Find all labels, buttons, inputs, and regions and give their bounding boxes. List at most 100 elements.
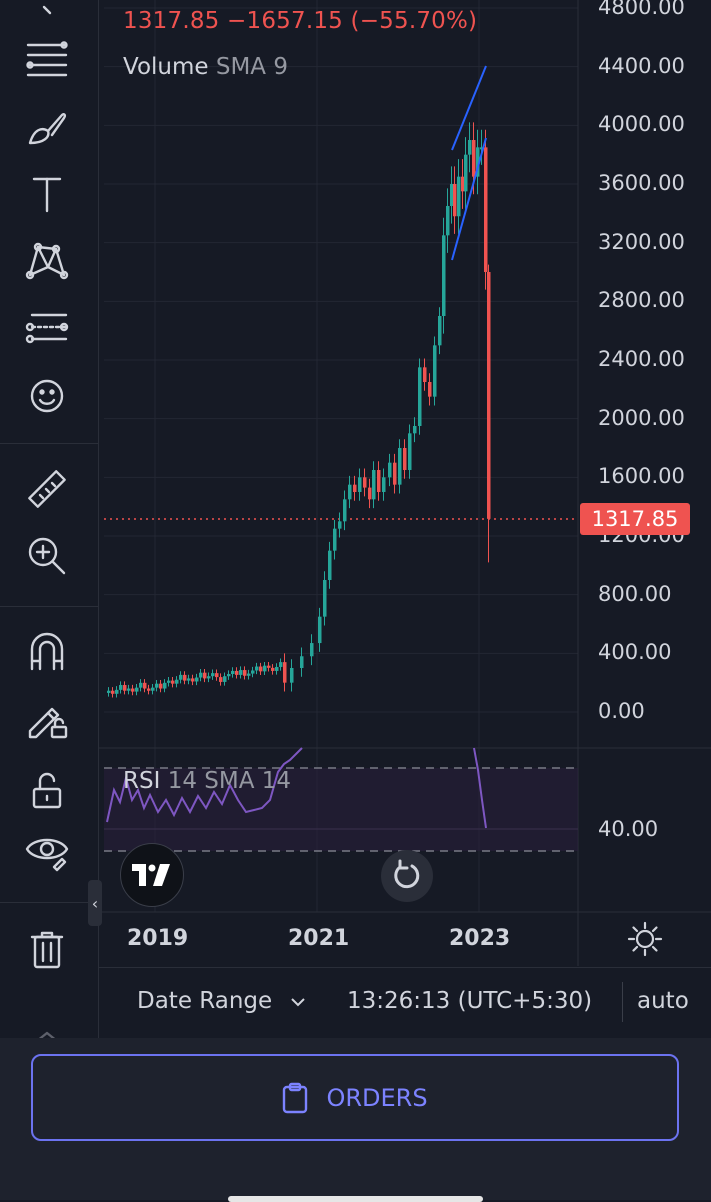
candle-body — [263, 665, 267, 672]
candle-body — [275, 666, 279, 671]
candle-body — [338, 521, 342, 529]
price-axis-label: 0.00 — [598, 699, 645, 723]
candle-body — [358, 477, 362, 492]
text-icon[interactable] — [19, 166, 75, 222]
date-range-label: Date Range — [137, 988, 273, 1014]
candle-body — [167, 680, 171, 683]
price-axis-label: 4800.00 — [598, 0, 685, 19]
candle-body — [328, 550, 332, 580]
time-label-2023: 2023 — [449, 926, 511, 951]
candle-body — [111, 690, 115, 694]
candle-body — [143, 682, 147, 689]
candle-body — [231, 670, 235, 675]
candle-body — [343, 499, 347, 522]
candle-body — [199, 672, 203, 678]
candle-body — [159, 683, 163, 689]
rsi-line — [106, 747, 303, 823]
candle-body — [239, 670, 243, 675]
home-indicator — [228, 1196, 483, 1202]
timezone-clock[interactable]: 13:26:13 (UTC+5:30) — [347, 988, 593, 1014]
price-axis-label: 2400.00 — [598, 347, 685, 371]
candle-body — [318, 616, 322, 644]
candle-body — [203, 672, 207, 679]
lock-icon[interactable] — [19, 762, 75, 818]
candle-body — [115, 689, 119, 694]
price-change-legend: 1317.85 −1657.15 (−55.70%) — [123, 8, 478, 34]
auto-scale-button[interactable]: auto — [637, 988, 689, 1014]
magnet-icon[interactable] — [19, 624, 75, 680]
price-axis-label: 1600.00 — [598, 464, 685, 489]
rsi-axis-label: 40.00 — [598, 817, 659, 841]
candle-body — [368, 487, 372, 500]
candle-body — [310, 643, 314, 657]
settings-gear-icon[interactable] — [626, 920, 664, 958]
menu-lines-icon[interactable] — [19, 32, 75, 88]
lock-pencil-icon[interactable] — [19, 690, 75, 746]
trend-line-upper — [451, 65, 487, 151]
candle-body — [450, 184, 454, 206]
candle-body — [423, 367, 427, 382]
price-chart[interactable] — [0, 0, 711, 1040]
price-axis-label: 3600.00 — [598, 171, 685, 195]
candle-body — [179, 674, 183, 680]
current-price-tag: 1317.85 — [580, 503, 690, 535]
candle-body — [363, 477, 367, 488]
candle-body — [382, 477, 386, 492]
candle-body — [195, 677, 199, 682]
trend-line-lower — [451, 137, 487, 261]
emoji-icon[interactable] — [19, 368, 75, 424]
brush-icon[interactable] — [19, 100, 75, 156]
candle-body — [418, 367, 422, 426]
candle-body — [215, 673, 219, 678]
tradingview-logo-icon[interactable] — [120, 843, 184, 907]
candle-body — [235, 670, 239, 675]
candle-body — [446, 206, 450, 236]
date-range-button[interactable]: Date Range — [137, 988, 306, 1014]
orders-button[interactable]: ORDERS — [31, 1054, 679, 1141]
candle-body — [457, 176, 461, 217]
candle-body — [183, 674, 187, 681]
reset-chart-button[interactable] — [381, 850, 433, 902]
candle-body — [139, 682, 143, 688]
clipboard-icon — [283, 1082, 308, 1113]
candle-body — [353, 484, 357, 492]
price-axis-label: 2000.00 — [598, 405, 685, 430]
candle-body — [413, 426, 417, 434]
zoom-in-icon[interactable] — [19, 528, 75, 584]
candle-body — [207, 676, 211, 679]
candle-body — [453, 184, 457, 217]
rsi-params: 14 SMA 14 — [167, 768, 292, 794]
candle-body — [461, 176, 465, 192]
fib-icon[interactable] — [19, 300, 75, 356]
candle-body — [175, 679, 179, 684]
price-axis-label: 400.00 — [598, 640, 672, 665]
cursor-icon[interactable] — [19, 0, 75, 56]
ruler-icon[interactable] — [19, 462, 75, 518]
candle-body — [131, 688, 135, 692]
collapse-toolbar-button[interactable]: ‹ — [88, 880, 102, 926]
candle-body — [388, 462, 392, 478]
pattern-icon[interactable] — [19, 232, 75, 288]
candle-body — [211, 673, 215, 677]
reset-icon — [394, 859, 420, 889]
candle-body — [480, 147, 484, 150]
time-label-2019: 2019 — [127, 926, 189, 951]
bottom-bar — [99, 967, 711, 1040]
candle-body — [403, 448, 407, 470]
candle-body — [472, 140, 476, 177]
volume-sma: SMA 9 — [215, 54, 288, 80]
trash-icon[interactable] — [19, 922, 75, 978]
candle-body — [223, 676, 227, 682]
toolbar-divider — [0, 606, 98, 607]
candle-body — [251, 670, 255, 674]
price-axis-label: 3200.00 — [598, 229, 685, 254]
candle-body — [323, 580, 327, 617]
rsi-label: RSI — [123, 768, 161, 794]
candle-body — [155, 683, 159, 688]
eye-icon[interactable] — [19, 822, 75, 878]
toolbar-divider — [0, 443, 98, 444]
candle-body — [433, 345, 437, 397]
bottom-divider — [622, 982, 623, 1022]
candle-body — [227, 674, 231, 677]
candle-body — [259, 666, 263, 672]
